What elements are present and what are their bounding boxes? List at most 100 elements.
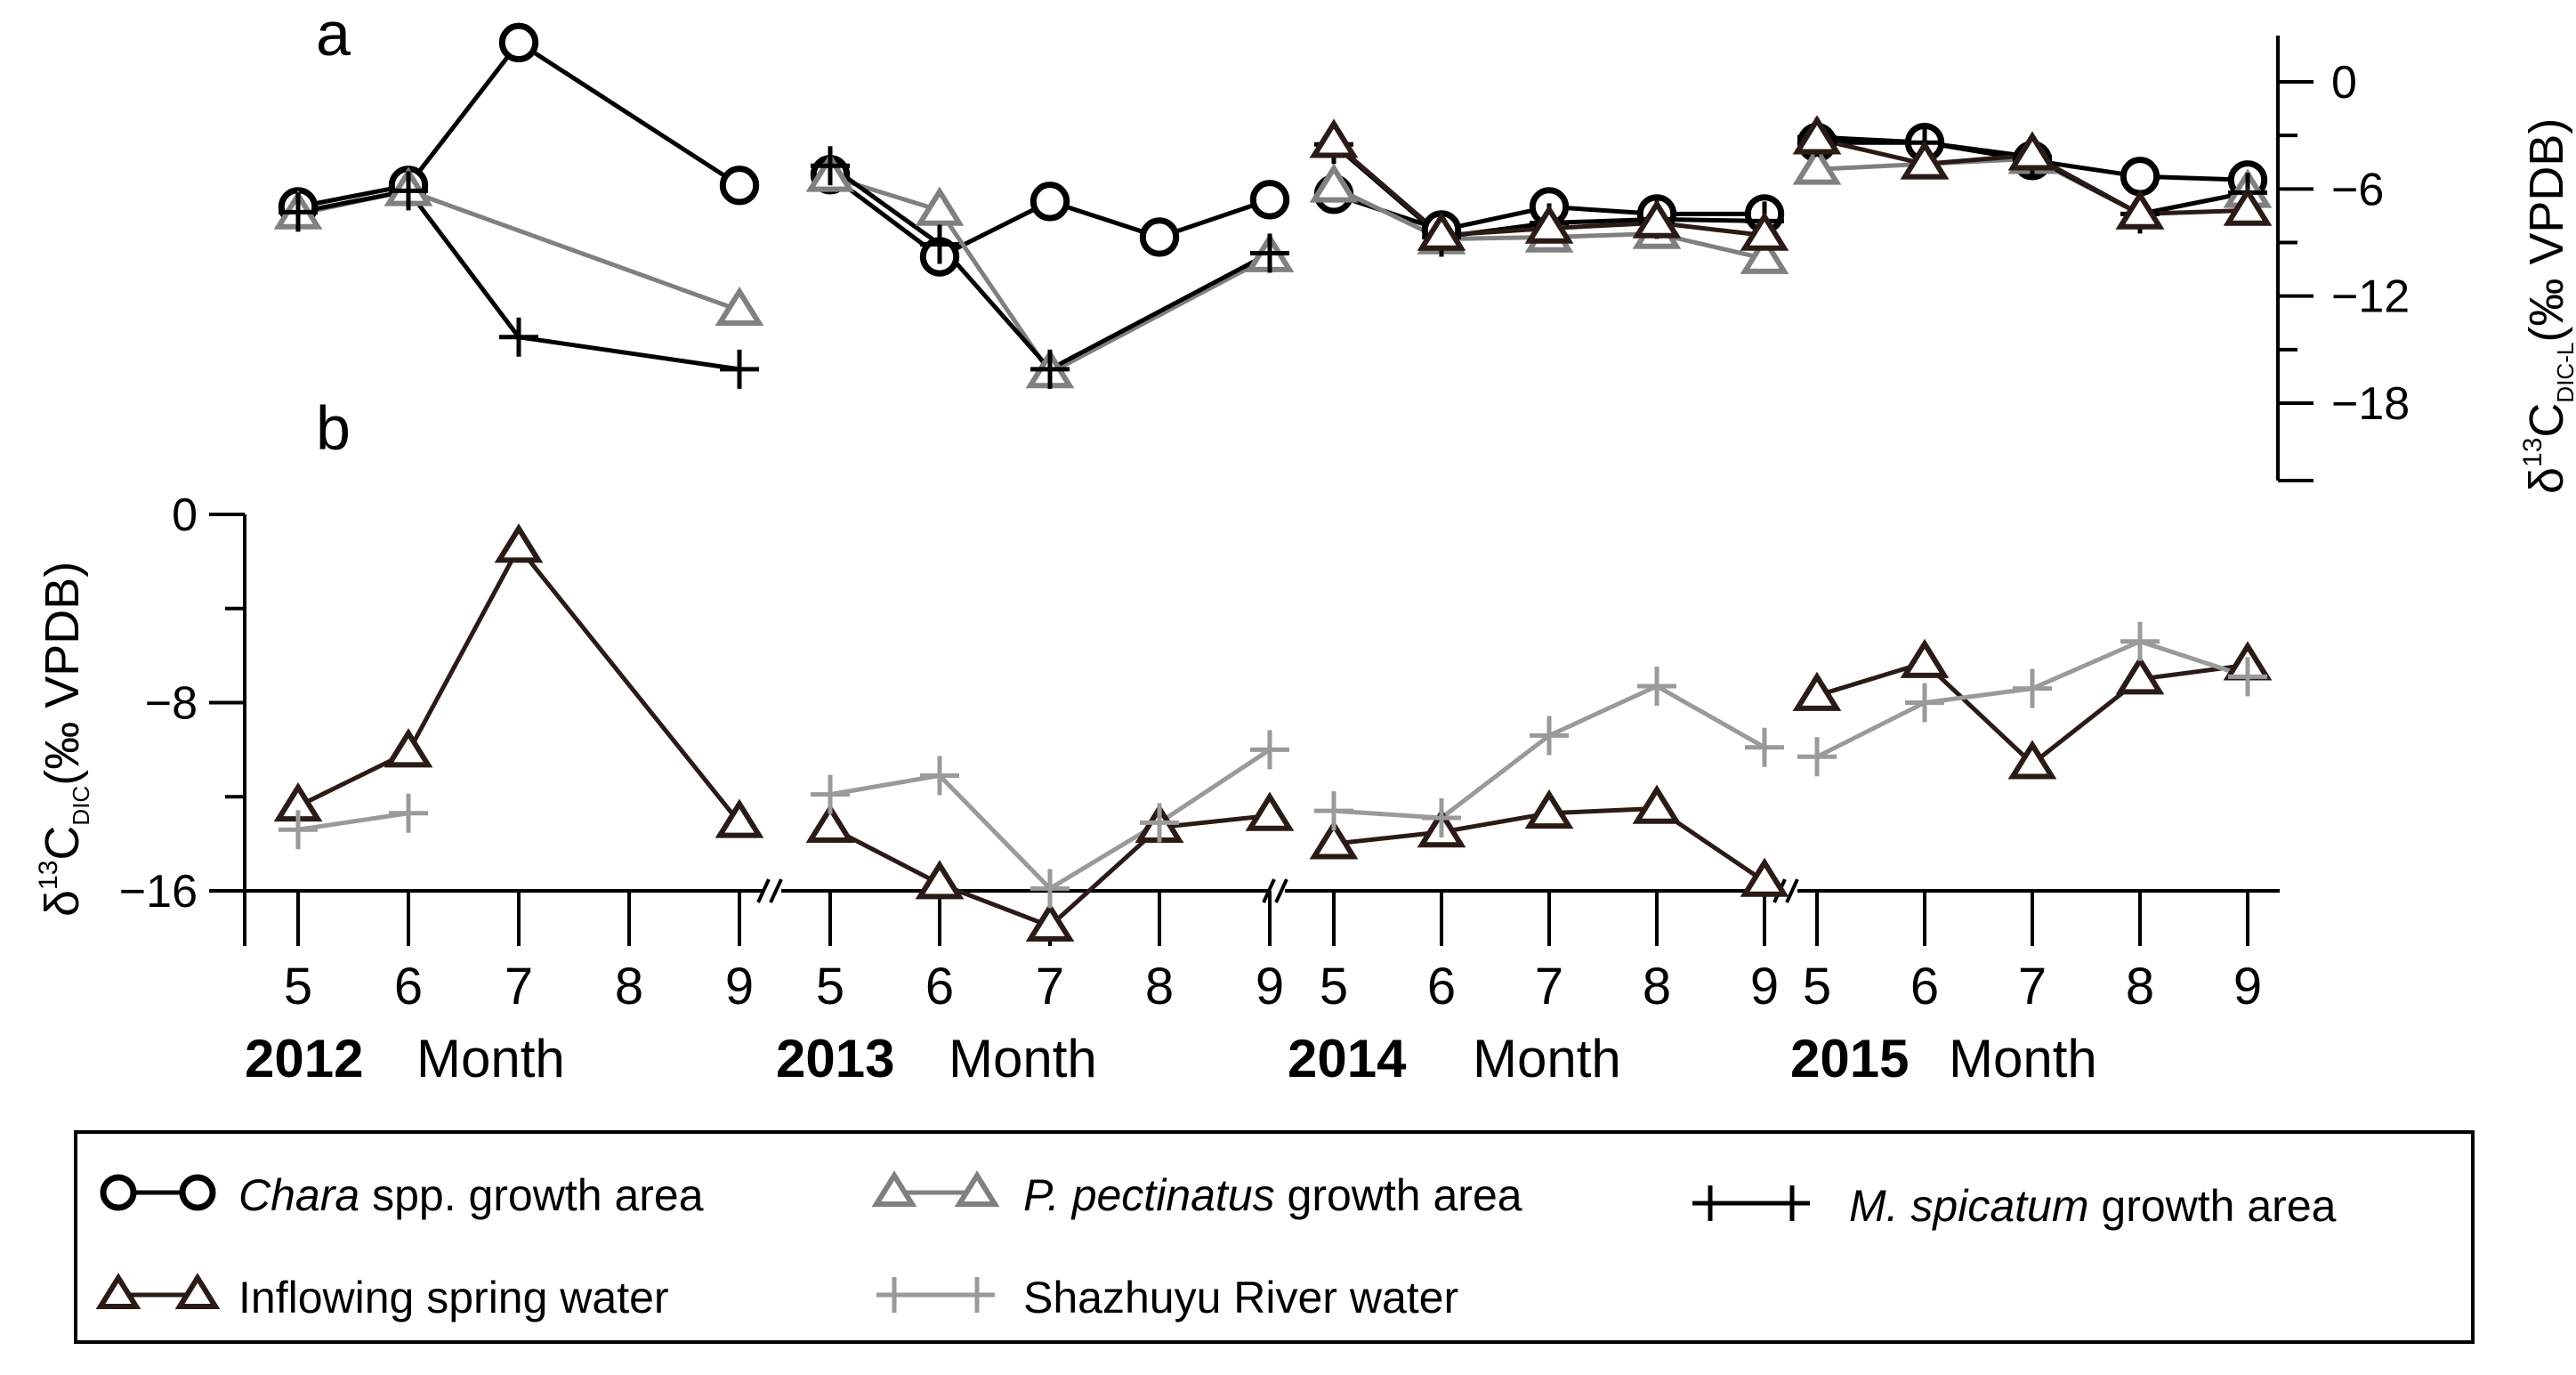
- data-point-triangle: [1524, 789, 1574, 829]
- legend-symbol-chara-marker-right: [179, 1174, 216, 1211]
- legend-label-spring: Inflowing spring water: [238, 1273, 669, 1322]
- series-line: [828, 164, 1272, 373]
- series-b-0: [296, 543, 2249, 929]
- data-point-triangle: [1740, 857, 1789, 897]
- legend-ms-italic: M. spicatum: [1849, 1181, 2089, 1231]
- data-point-plus: [389, 171, 428, 211]
- legend-symbol-river-marker-left: [876, 1277, 912, 1313]
- data-point-triangle: [1792, 145, 1842, 185]
- x-tick-label: 8: [1145, 958, 1174, 1015]
- month-word-2012: Month: [416, 1029, 565, 1088]
- legend-spring-rest: Inflowing spring water: [238, 1273, 669, 1322]
- data-point-circle: [2120, 157, 2160, 197]
- legend-label-ms: M. spicatum growth area: [1849, 1181, 2337, 1231]
- data-point-triangle: [915, 860, 965, 900]
- axis-a-tick-label: −6: [2331, 164, 2384, 215]
- series-line: [297, 188, 740, 372]
- x-tick-label: 6: [394, 958, 423, 1015]
- data-point-triangle: [1309, 820, 1359, 860]
- data-point-plus: [2120, 621, 2160, 661]
- x-tick-label: 9: [1256, 958, 1284, 1015]
- data-point-triangle: [1025, 902, 1075, 942]
- data-point-plus: [1530, 716, 1569, 756]
- legend-symbol-chara-marker-left: [100, 1174, 137, 1211]
- data-point-plus: [279, 810, 318, 850]
- data-point-triangle: [2223, 186, 2273, 226]
- legend-pp-rest: growth area: [1275, 1170, 1522, 1220]
- legend-ms-rest: growth area: [2089, 1181, 2337, 1231]
- axis-break-mark: [1274, 878, 1288, 903]
- panel-label-b: b: [316, 393, 351, 463]
- data-point-plus: [1030, 349, 1070, 389]
- data-point-triangle: [1632, 784, 1682, 824]
- data-point-plus: [811, 774, 850, 814]
- data-point-plus: [920, 756, 959, 796]
- axes-layer: 0−6−12−180−8−165 6 7 8 9 5 6 7 8 9 5 6 7 8 9 5 6 7 8 9: [119, 36, 2410, 1015]
- data-point-plus: [811, 146, 850, 186]
- series-b-1: [297, 639, 2249, 892]
- data-point-triangle: [1245, 791, 1295, 831]
- data-point-circle: [719, 166, 760, 206]
- x-tick-label: 9: [725, 958, 754, 1015]
- data-point-plus: [1422, 798, 1461, 838]
- data-point-triangle: [1900, 140, 1950, 180]
- series-markers-a-1: [273, 134, 2273, 389]
- x-tick-label: 7: [1036, 958, 1064, 1015]
- series-markers-b-0: [273, 523, 2273, 942]
- data-point-triangle: [2115, 655, 2165, 695]
- data-point-triangle: [1792, 115, 1842, 155]
- x-tick-label: 6: [925, 958, 954, 1015]
- year-label-2013: 2013: [776, 1029, 894, 1088]
- series-line: [829, 748, 1272, 892]
- data-point-triangle: [2007, 131, 2057, 171]
- x-tick-label: 8: [615, 958, 643, 1015]
- x-tick-label: 7: [2018, 958, 2047, 1015]
- axis-a-unit: (‰ VPDB): [2520, 118, 2573, 343]
- data-point-plus: [279, 192, 318, 232]
- x-tick-label: 8: [2126, 958, 2154, 1015]
- data-point-plus: [1314, 791, 1353, 831]
- data-point-triangle: [494, 523, 544, 563]
- x-tick-label: 5: [1803, 958, 1831, 1015]
- axis-a-tick-label: 0: [2331, 57, 2357, 109]
- data-point-triangle: [1417, 211, 1466, 251]
- year-label-2014: 2014: [1288, 1029, 1407, 1088]
- axis-a-sup: 13: [2518, 438, 2548, 467]
- month-word-2013: Month: [949, 1029, 1097, 1088]
- axis-a-c: C: [2520, 403, 2573, 438]
- data-point-triangle: [715, 286, 764, 327]
- data-point-plus: [1140, 803, 1179, 843]
- x-tick-label: 8: [1643, 958, 1671, 1015]
- legend-symbol-pp-marker-right: [954, 1170, 1000, 1208]
- x-tick-label: 5: [816, 958, 844, 1015]
- data-point-plus: [389, 793, 428, 833]
- legend-symbol-river-marker-right: [959, 1277, 995, 1313]
- x-tick-label: 9: [1750, 958, 1779, 1015]
- data-point-plus: [1250, 233, 1289, 273]
- data-point-triangle: [915, 186, 965, 226]
- legend-symbol-spring-marker-right: [174, 1273, 221, 1310]
- data-point-triangle: [1900, 638, 1950, 678]
- year-label-2015: 2015: [1790, 1029, 1909, 1088]
- panel-label-a: a: [316, 0, 351, 69]
- year-label-2012: 2012: [245, 1029, 363, 1088]
- data-point-triangle: [1740, 234, 1789, 274]
- x-tick-label: 5: [1320, 958, 1348, 1015]
- axis-b-c: C: [36, 826, 89, 861]
- legend-symbol-pp-marker-left: [871, 1170, 917, 1208]
- series-layer: [273, 22, 2273, 942]
- axis-break-mark: [769, 878, 783, 903]
- data-point-plus: [720, 349, 759, 389]
- legend-chara-italic: Chara: [238, 1170, 359, 1220]
- data-point-triangle: [805, 803, 855, 843]
- data-point-plus: [1905, 683, 1944, 723]
- axis-b-tick-label: −8: [145, 678, 198, 730]
- legend-river-rest: Shazhuyu River water: [1023, 1273, 1458, 1322]
- data-point-triangle: [1632, 198, 1682, 239]
- series-line: [296, 543, 741, 824]
- legend-label-river: Shazhuyu River water: [1023, 1273, 1458, 1322]
- axis-a-title: δ13CDIC-L(‰ VPDB): [2518, 118, 2576, 494]
- legend: Chara spp. growth area P. pectinatus gro…: [95, 1170, 2337, 1322]
- legend-pp-italic: P. pectinatus: [1023, 1170, 1275, 1220]
- data-point-plus: [920, 224, 959, 264]
